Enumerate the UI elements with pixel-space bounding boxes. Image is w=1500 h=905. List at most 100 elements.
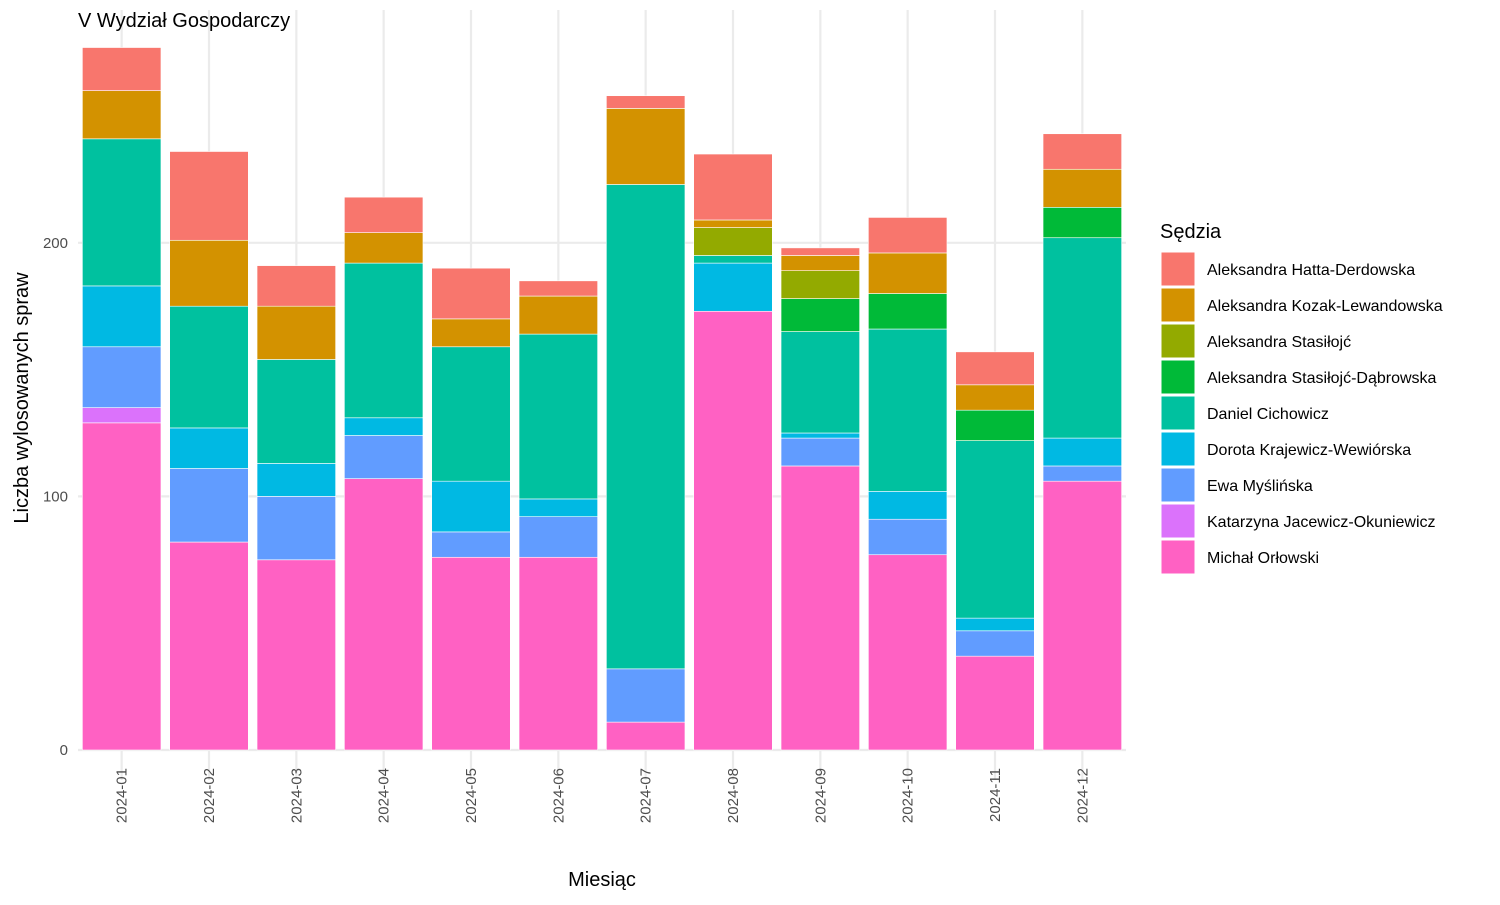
bar-segment: Daniel Cichowicz 2024-05: 53: [431, 346, 511, 482]
bar-segment: Aleksandra Hatta-Derdowska 2024-07: 5: [606, 95, 686, 109]
bar-segment: Dorota Krajewicz-Wewiórska 2024-02: 16: [169, 427, 249, 469]
bar-segment: Aleksandra Stasiłojć-Dąbrowska 2024-12: …: [1042, 206, 1122, 239]
bar-segment: Aleksandra Kozak-Lewandowska 2024-11: 10: [955, 384, 1035, 411]
bar-segment: Daniel Cichowicz 2024-06: 65: [518, 333, 598, 500]
legend-label: Ewa Myślińska: [1207, 478, 1313, 495]
bar-segment: Daniel Cichowicz 2024-03: 41: [256, 359, 336, 464]
bar-segment: Dorota Krajewicz-Wewiórska 2024-04: 7: [344, 417, 424, 436]
bar-segment: Dorota Krajewicz-Wewiórska 2024-09: 2: [780, 432, 860, 439]
bar-segment: Katarzyna Jacewicz-Okuniewicz 2024-01: 6: [82, 407, 162, 424]
bar-segment: Michał Orłowski 2024-12: 106: [1042, 480, 1122, 751]
x-tick-label: 2024-12: [1074, 768, 1091, 823]
bar-segment: Aleksandra Stasiłojć-Dąbrowska 2024-09: …: [780, 298, 860, 332]
bar-segment: Aleksandra Kozak-Lewandowska 2024-04: 12: [344, 232, 424, 264]
bar-segment: Daniel Cichowicz 2024-01: 58: [82, 138, 162, 287]
x-tick-label: 2024-04: [376, 768, 393, 823]
bar-segment: Aleksandra Hatta-Derdowska 2024-05: 20: [431, 267, 511, 320]
legend-label: Aleksandra Stasiłojć-Dąbrowska: [1207, 370, 1437, 387]
bar-segment: Aleksandra Hatta-Derdowska 2024-01: 17: [82, 47, 162, 91]
bar-segment: Aleksandra Kozak-Lewandowska 2024-06: 15: [518, 295, 598, 335]
bar-segment: Daniel Cichowicz 2024-08: 3: [693, 255, 773, 264]
bar-segment: Ewa Myślińska 2024-09: 11: [780, 437, 860, 467]
bar-segment: Daniel Cichowicz 2024-07: 191: [606, 184, 686, 670]
x-tick-label: 2024-01: [114, 768, 131, 823]
legend-label: Katarzyna Jacewicz-Okuniewicz: [1207, 514, 1436, 531]
bar-segment: Dorota Krajewicz-Wewiórska 2024-08: 19: [693, 262, 773, 312]
legend-label: Daniel Cichowicz: [1207, 406, 1329, 423]
bar-segment: Aleksandra Kozak-Lewandowska 2024-05: 11: [431, 318, 511, 348]
bar-segment: Aleksandra Hatta-Derdowska 2024-02: 35: [169, 151, 249, 241]
bar-segment: Ewa Myślińska 2024-02: 29: [169, 468, 249, 543]
legend-label: Aleksandra Kozak-Lewandowska: [1207, 298, 1443, 315]
bar-segment: Aleksandra Hatta-Derdowska 2024-03: 16: [256, 265, 336, 307]
bar-segment: Dorota Krajewicz-Wewiórska 2024-12: 11: [1042, 437, 1122, 467]
x-tick-label: 2024-11: [987, 768, 1004, 822]
legend-key: [1160, 467, 1196, 503]
bar-segment: Aleksandra Hatta-Derdowska 2024-08: 26: [693, 153, 773, 221]
x-tick-label: 2024-07: [638, 768, 655, 823]
bar-segment: Ewa Myślińska 2024-07: 21: [606, 668, 686, 723]
bar-segment: Aleksandra Kozak-Lewandowska 2024-07: 30: [606, 108, 686, 185]
bar-segment: Daniel Cichowicz 2024-09: 40: [780, 331, 860, 434]
bar-segment: Dorota Krajewicz-Wewiórska 2024-06: 7: [518, 498, 598, 517]
bar-segment: Aleksandra Stasiłojć-Dąbrowska 2024-11: …: [955, 409, 1035, 441]
bar-segment: Dorota Krajewicz-Wewiórska 2024-11: 5: [955, 617, 1035, 632]
bar-segment: Michał Orłowski 2024-04: 107: [344, 478, 424, 751]
bar-segment: Daniel Cichowicz 2024-12: 79: [1042, 237, 1122, 439]
bar-segment: Ewa Myślińska 2024-01: 24: [82, 346, 162, 408]
bar-segment: Ewa Myślińska 2024-06: 16: [518, 516, 598, 558]
x-tick-label: 2024-08: [725, 768, 742, 823]
x-tick-label: 2024-09: [812, 768, 829, 823]
bar-segment: Daniel Cichowicz 2024-04: 61: [344, 262, 424, 419]
legend-key: [1160, 539, 1196, 575]
x-axis-title: Miesiąc: [568, 869, 636, 891]
legend-key: [1160, 431, 1196, 467]
bar-segment: Aleksandra Kozak-Lewandowska 2024-12: 15: [1042, 168, 1122, 208]
x-tick-label: 2024-02: [201, 768, 218, 823]
legend-key: [1160, 503, 1196, 539]
y-tick-label: 200: [43, 235, 68, 252]
x-tick-label: 2024-10: [900, 768, 917, 823]
bars: Michał Orłowski 2024-01: 129Katarzyna Ja…: [82, 47, 1122, 751]
bar-segment: Ewa Myślińska 2024-11: 10: [955, 630, 1035, 657]
legend-key: [1160, 251, 1196, 287]
legend-label: Dorota Krajewicz-Wewiórska: [1207, 442, 1411, 459]
y-tick-label: 100: [43, 488, 68, 505]
legend-label: Michał Orłowski: [1207, 550, 1319, 567]
legend-key: [1160, 287, 1196, 323]
bar-segment: Ewa Myślińska 2024-04: 17: [344, 435, 424, 479]
bar-segment: Daniel Cichowicz 2024-11: 70: [955, 440, 1035, 619]
legend-key: [1160, 395, 1196, 431]
legend-label: Aleksandra Hatta-Derdowska: [1207, 262, 1415, 279]
bar-segment: Aleksandra Hatta-Derdowska 2024-10: 14: [868, 217, 948, 254]
bar-segment: Aleksandra Kozak-Lewandowska 2024-08: 3: [693, 219, 773, 228]
legend-title: Sędzia: [1160, 221, 1222, 243]
bar-segment: Michał Orłowski 2024-05: 76: [431, 556, 511, 751]
bar-segment: Aleksandra Hatta-Derdowska 2024-12: 14: [1042, 133, 1122, 170]
bar-segment: Michał Orłowski 2024-11: 37: [955, 655, 1035, 751]
legend-label: Aleksandra Stasiłojć: [1207, 334, 1351, 351]
bar-segment: Ewa Myślińska 2024-12: 6: [1042, 465, 1122, 482]
bar-segment: Michał Orłowski 2024-02: 82: [169, 541, 249, 751]
bar-segment: Aleksandra Stasiłojć 2024-08: 11: [693, 227, 773, 256]
bar-segment: Aleksandra Stasiłojć 2024-09: 11: [780, 270, 860, 299]
bar-segment: Aleksandra Stasiłojć-Dąbrowska 2024-10: …: [868, 293, 948, 330]
bar-segment: Aleksandra Hatta-Derdowska 2024-04: 14: [344, 196, 424, 233]
bar-segment: Aleksandra Hatta-Derdowska 2024-09: 3: [780, 247, 860, 256]
legend: Sędzia Aleksandra Hatta-Derdowska Aleksan…: [1160, 221, 1443, 575]
bar-segment: Michał Orłowski 2024-01: 129: [82, 422, 162, 751]
axis-ticks: 0 100 200 2024-01 2024-02 2024-03 2024-04 2024-…: [43, 235, 1091, 823]
bar-segment: Aleksandra Hatta-Derdowska 2024-06: 6: [518, 280, 598, 297]
bar-segment: Aleksandra Kozak-Lewandowska 2024-10: 16: [868, 252, 948, 294]
y-axis-title: Liczba wylosowanych spraw: [11, 272, 33, 524]
bar-segment: Michał Orłowski 2024-10: 77: [868, 554, 948, 751]
bar-segment: Dorota Krajewicz-Wewiórska 2024-10: 11: [868, 491, 948, 520]
bar-segment: Aleksandra Kozak-Lewandowska 2024-03: 21: [256, 305, 336, 360]
bar-segment: Michał Orłowski 2024-07: 11: [606, 721, 686, 751]
bar-segment: Daniel Cichowicz 2024-02: 48: [169, 305, 249, 429]
bar-segment: Dorota Krajewicz-Wewiórska 2024-01: 24: [82, 285, 162, 348]
bar-segment: Aleksandra Hatta-Derdowska 2024-11: 13: [955, 351, 1035, 386]
bar-segment: Aleksandra Kozak-Lewandowska 2024-02: 26: [169, 239, 249, 307]
